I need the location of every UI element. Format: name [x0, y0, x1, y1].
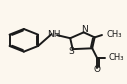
Text: CH₃: CH₃ [106, 30, 122, 39]
Text: S: S [69, 47, 75, 56]
Text: O: O [94, 65, 101, 74]
Text: CH₃: CH₃ [109, 53, 124, 62]
Text: N: N [81, 25, 88, 35]
Text: NH: NH [48, 30, 61, 39]
